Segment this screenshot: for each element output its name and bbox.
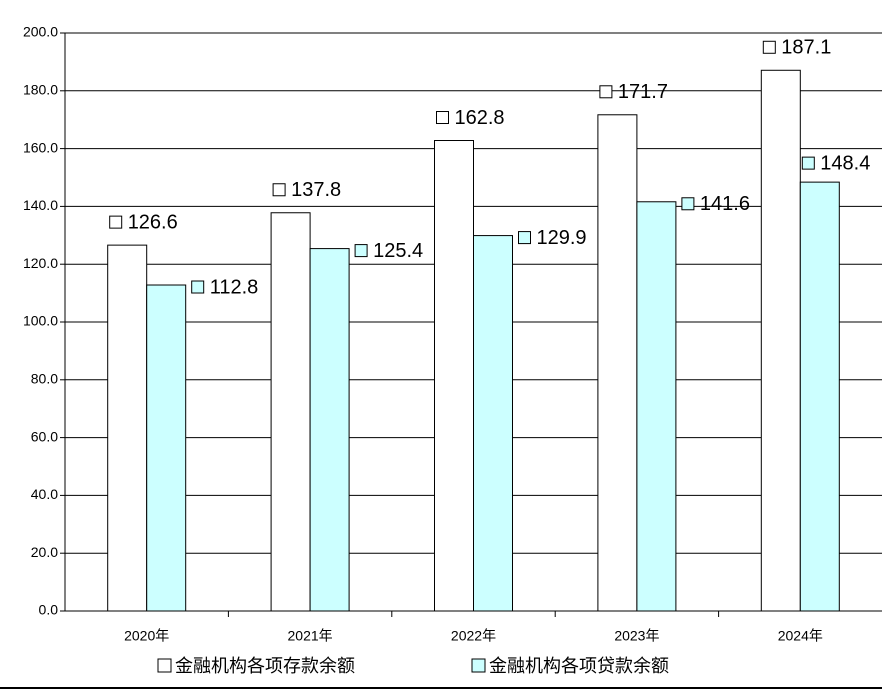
x-tick-label: 2020年: [124, 628, 169, 644]
y-tick-label: 140.0: [23, 197, 58, 213]
legend-label: 金融机构各项存款余额: [175, 656, 355, 676]
bar: [473, 235, 513, 612]
y-tick-label: 20.0: [31, 544, 58, 560]
y-tick-label: 0.0: [39, 602, 59, 618]
bar: [146, 284, 187, 612]
label-key: [354, 244, 368, 258]
legend-label: 金融机构各项贷款余额: [489, 656, 669, 676]
data-label: 141.6: [700, 193, 750, 215]
x-tick-label: 2022年: [451, 628, 496, 644]
y-tick-label: 80.0: [31, 371, 58, 387]
bar: [270, 212, 311, 612]
data-label: 112.8: [210, 276, 259, 298]
data-label: 162.8: [455, 107, 505, 129]
y-tick-label: 100.0: [23, 313, 58, 329]
y-tick-label: 200.0: [23, 24, 58, 40]
label-key: [272, 183, 286, 197]
y-tick-label: 40.0: [31, 486, 58, 502]
data-label: 148.4: [820, 152, 870, 174]
label-key: [801, 156, 815, 170]
data-label: 129.9: [537, 227, 587, 249]
label-key: [518, 231, 531, 245]
bar: [434, 140, 474, 612]
data-label: 137.8: [291, 179, 341, 201]
x-tick-label: 2023年: [614, 628, 659, 644]
data-label: 126.6: [128, 211, 178, 233]
label-key: [762, 40, 776, 54]
bar: [107, 244, 148, 612]
y-tick-label: 160.0: [23, 139, 58, 155]
bar: [636, 201, 677, 612]
legend-key: [471, 658, 486, 673]
y-tick-label: 60.0: [31, 428, 58, 444]
legend-item: 金融机构各项存款余额: [157, 656, 355, 676]
data-label: 187.1: [781, 37, 831, 59]
label-key: [191, 280, 205, 294]
bar: [597, 114, 638, 612]
label-key: [109, 215, 123, 229]
bar: [309, 248, 350, 612]
data-label: 125.4: [373, 240, 423, 262]
label-key: [599, 85, 613, 99]
legend-item: 金融机构各项贷款余额: [471, 656, 669, 676]
label-key: [681, 197, 695, 211]
legend-key: [157, 658, 172, 673]
x-tick-label: 2021年: [288, 628, 333, 644]
bar: [799, 181, 840, 612]
x-tick-label: 2024年: [778, 628, 823, 644]
y-tick-label: 120.0: [23, 255, 58, 271]
data-label: 171.7: [618, 81, 668, 103]
bar: [760, 69, 801, 612]
y-tick-label: 180.0: [23, 82, 58, 98]
label-key: [436, 111, 449, 125]
